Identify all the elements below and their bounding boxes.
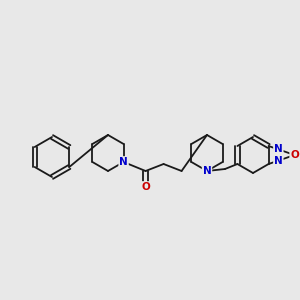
Text: O: O: [290, 150, 299, 160]
Text: N: N: [202, 166, 211, 176]
Text: N: N: [274, 144, 283, 154]
Text: N: N: [119, 157, 128, 167]
Text: O: O: [141, 182, 150, 192]
Text: N: N: [274, 156, 283, 166]
